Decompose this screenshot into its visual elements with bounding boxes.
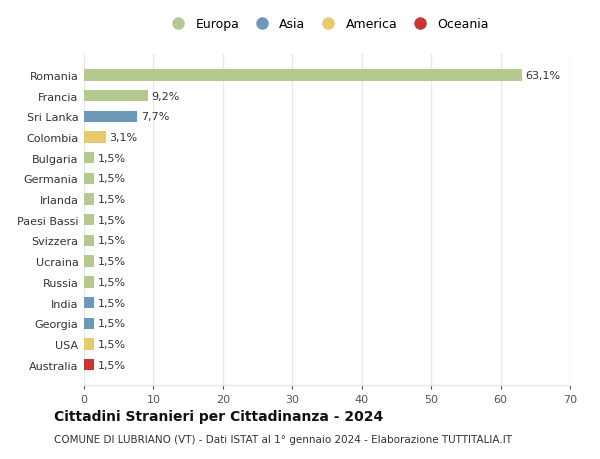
Bar	[84, 318, 94, 329]
Bar	[84, 359, 94, 370]
Bar	[84, 132, 106, 143]
Bar	[84, 277, 94, 288]
Bar	[84, 153, 94, 164]
Text: 63,1%: 63,1%	[526, 71, 560, 81]
Bar	[84, 215, 94, 226]
Text: 1,5%: 1,5%	[98, 257, 126, 267]
Text: 3,1%: 3,1%	[109, 133, 137, 143]
Text: 1,5%: 1,5%	[98, 298, 126, 308]
Bar	[84, 174, 94, 185]
Bar	[84, 235, 94, 246]
Bar	[84, 70, 522, 81]
Text: 1,5%: 1,5%	[98, 195, 126, 205]
Bar	[84, 256, 94, 267]
Text: 1,5%: 1,5%	[98, 339, 126, 349]
Text: 1,5%: 1,5%	[98, 215, 126, 225]
Bar	[84, 112, 137, 123]
Text: 1,5%: 1,5%	[98, 174, 126, 184]
Text: 1,5%: 1,5%	[98, 236, 126, 246]
Bar	[84, 91, 148, 102]
Bar	[84, 297, 94, 308]
Text: Cittadini Stranieri per Cittadinanza - 2024: Cittadini Stranieri per Cittadinanza - 2…	[54, 409, 383, 423]
Text: 7,7%: 7,7%	[141, 112, 169, 122]
Text: 1,5%: 1,5%	[98, 153, 126, 163]
Text: COMUNE DI LUBRIANO (VT) - Dati ISTAT al 1° gennaio 2024 - Elaborazione TUTTITALI: COMUNE DI LUBRIANO (VT) - Dati ISTAT al …	[54, 434, 512, 443]
Text: 1,5%: 1,5%	[98, 277, 126, 287]
Text: 1,5%: 1,5%	[98, 360, 126, 370]
Bar	[84, 194, 94, 205]
Text: 1,5%: 1,5%	[98, 319, 126, 329]
Legend: Europa, Asia, America, Oceania: Europa, Asia, America, Oceania	[166, 18, 488, 31]
Bar	[84, 339, 94, 350]
Text: 9,2%: 9,2%	[151, 91, 180, 101]
